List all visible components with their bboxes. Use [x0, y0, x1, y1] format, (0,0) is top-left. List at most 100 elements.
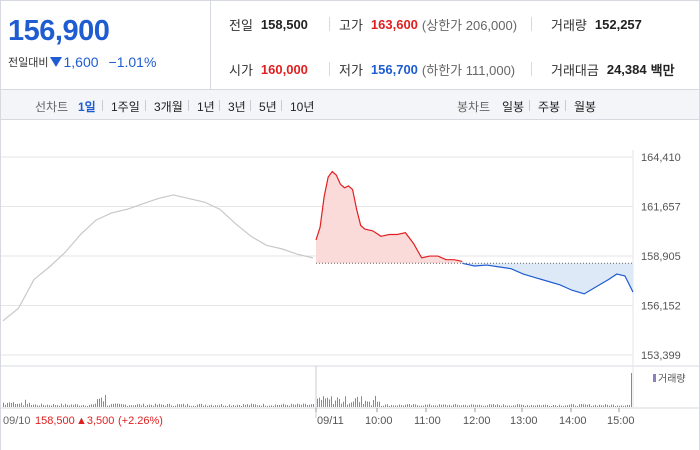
volume-bar: [423, 405, 424, 407]
volume-stat: 거래량 152,257: [551, 14, 642, 34]
volume-bar: [67, 404, 68, 407]
volume-bar: [115, 403, 116, 407]
volume-bar: [469, 405, 470, 407]
volume-bar: [525, 405, 526, 407]
volume-bar: [589, 404, 590, 407]
volume-bar: [585, 404, 586, 407]
volume-bar: [247, 404, 248, 407]
volume-bar: [111, 404, 112, 407]
change-amount: 1,600: [63, 54, 99, 70]
tab-daily[interactable]: 일봉: [502, 100, 525, 114]
volume-bar: [427, 404, 428, 407]
volume-bar: [581, 404, 582, 407]
volume-bar: [135, 405, 136, 407]
amount-label: 거래대금: [551, 62, 599, 78]
volume-bar: [319, 397, 320, 407]
volume-bar: [25, 399, 26, 407]
volume-bar: [197, 404, 198, 407]
open-label: 시가: [229, 62, 253, 78]
stat-divider: [329, 62, 330, 76]
volume-bar: [281, 404, 282, 407]
volume-bar: [555, 405, 556, 407]
price-chart[interactable]: 164,410 161,657 158,905 156,152 153,399 09/1…: [0, 120, 700, 450]
volume-bar: [9, 402, 10, 407]
tab-1w[interactable]: 1주일: [111, 100, 140, 114]
tab-weekly[interactable]: 주봉: [538, 100, 561, 114]
tab-1d[interactable]: 1일: [78, 100, 96, 114]
volume-bar: [189, 405, 190, 407]
toolbar-divider: [565, 100, 566, 111]
volume-bar: [549, 405, 550, 407]
volume-bar: [53, 404, 54, 407]
volume-bar: [193, 405, 194, 407]
down-line: [462, 262, 634, 295]
current-price-box: 156,900 전일대비 1,600 −1.01%: [1, 1, 211, 91]
volume-bar: [311, 404, 312, 407]
x-tick-label: 13:00: [510, 415, 538, 427]
volume-bar: [357, 396, 358, 407]
volume-bar: [543, 404, 544, 407]
volume-bar: [381, 405, 382, 407]
volume-bar: [91, 404, 92, 407]
volume-bar: [45, 405, 46, 407]
stat-divider: [531, 17, 532, 31]
x-tick-label: 15:00: [607, 415, 635, 427]
volume-bar: [139, 404, 140, 407]
volume-bar: [383, 405, 384, 407]
tab-3y[interactable]: 3년: [228, 100, 246, 114]
volume-bar: [109, 405, 110, 407]
volume-bar: [597, 405, 598, 407]
volume-bar: [215, 405, 216, 407]
today-down-series: [462, 262, 634, 295]
volume-bar: [75, 404, 76, 407]
volume-bar: [627, 405, 628, 407]
prev-day-info: 09/10 158,500 ▲3,500 (+2.26%): [3, 415, 163, 427]
volume-bar: [609, 405, 610, 407]
volume-bar: [137, 404, 138, 407]
low-label: 저가: [339, 62, 363, 78]
volume-bar: [83, 404, 84, 407]
volume-bar: [5, 404, 6, 407]
volume-bar: [27, 403, 28, 407]
volume-bar: [269, 405, 270, 407]
volume-bar: [59, 405, 60, 407]
volume-bar: [451, 405, 452, 407]
volume-bar: [125, 404, 126, 407]
volume-bar: [395, 405, 396, 407]
volume-bar: [545, 404, 546, 407]
volume-bar: [433, 405, 434, 407]
volume-bar: [89, 404, 90, 407]
volume-bar: [361, 396, 362, 407]
toolbar-divider: [102, 100, 103, 111]
tab-1y[interactable]: 1년: [197, 100, 215, 114]
tab-5y[interactable]: 5년: [259, 100, 277, 114]
volume-bar: [605, 404, 606, 407]
volume-bar: [443, 404, 444, 407]
volume-bar: [477, 404, 478, 407]
tab-3m[interactable]: 3개월: [154, 100, 183, 114]
volume-bar: [573, 404, 574, 407]
tab-monthly[interactable]: 월봉: [574, 100, 597, 114]
tab-10y[interactable]: 10년: [290, 100, 315, 114]
volume-bar: [57, 405, 58, 407]
volume-bar: [241, 405, 242, 407]
high-stat: 고가 163,600 (상한가 206,000): [339, 14, 517, 34]
y-tick-label: 158,905: [641, 251, 681, 263]
volume-bar: [15, 404, 16, 407]
high-value: 163,600: [370, 16, 418, 32]
volume-bar: [313, 404, 314, 407]
volume-bar: [355, 398, 356, 407]
volume-bar: [429, 404, 430, 407]
volume-bar: [365, 400, 366, 407]
volume-bar: [599, 404, 600, 407]
volume-bar: [417, 405, 418, 407]
volume-bar: [393, 405, 394, 407]
volume-bar: [291, 403, 292, 407]
candle-chart-label: 봉차트: [457, 100, 491, 114]
volume-bar: [121, 404, 122, 407]
volume-bar: [571, 404, 572, 407]
volume-bar: [367, 401, 368, 407]
volume-bar: [123, 404, 124, 407]
volume-bar: [179, 404, 180, 407]
volume-bar: [503, 404, 504, 407]
